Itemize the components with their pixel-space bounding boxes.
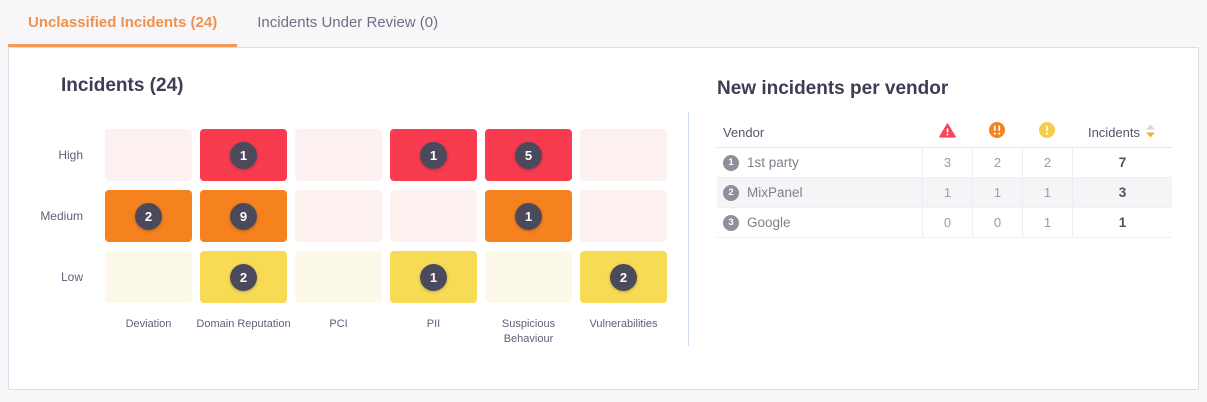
critical-count: 3 (922, 148, 972, 177)
incident-count-badge: 2 (135, 202, 162, 230)
incident-count-badge: 9 (230, 202, 257, 230)
sort-arrows-icon (1145, 124, 1156, 141)
incident-count-badge: 1 (230, 141, 257, 169)
heatmap-column-label: PII (426, 318, 441, 330)
high-count: 1 (972, 178, 1022, 207)
rank-badge: 1 (723, 154, 739, 171)
heatmap-column-label: Vulnerabilities (589, 318, 658, 330)
heatmap-row-label: High (58, 148, 83, 162)
incidents-sort-header[interactable]: Incidents (1072, 118, 1172, 147)
vendor-table-header: Vendor (717, 118, 1172, 148)
high-column-header (972, 118, 1022, 147)
heatmap-cell[interactable]: 2 (580, 251, 667, 303)
heatmap-cell (390, 190, 477, 242)
rank-badge: 3 (723, 214, 739, 231)
high-count: 2 (972, 148, 1022, 177)
vendor-cell: 2 MixPanel (717, 178, 922, 207)
heatmap-row-label: Medium (40, 209, 83, 223)
heatmap-row-label: Low (60, 270, 83, 284)
incident-count-badge: 1 (515, 202, 542, 230)
tab-unclassified-incidents[interactable]: Unclassified Incidents (24) (8, 0, 238, 47)
incident-count-badge: 1 (420, 263, 447, 291)
vendor-column-header: Vendor (723, 125, 765, 140)
double-exclamation-circle-icon (989, 122, 1005, 143)
incidents-panel: Incidents (24) High 1 1 5 Medium 2 9 1 Low 2 1 2 Dev… (9, 48, 688, 389)
heatmap-cell (105, 129, 192, 181)
rank-badge: 2 (723, 184, 739, 201)
incidents-total: 3 (1072, 178, 1172, 207)
heatmap-cell[interactable]: 9 (200, 190, 287, 242)
heatmap-cell[interactable]: 1 (200, 129, 287, 181)
incidents-column-label: Incidents (1087, 125, 1141, 140)
incident-count-badge: 2 (610, 263, 637, 291)
heatmap-column-label: Suspicious Behaviour (501, 318, 556, 346)
heatmap-cell (580, 190, 667, 242)
heatmap-column-label: Domain Reputation (196, 318, 291, 330)
panel-divider (688, 112, 689, 346)
vendor-name: MixPanel (747, 185, 803, 200)
vendor-cell: 3 Google (717, 208, 922, 237)
heatmap-column-label: Deviation (125, 318, 172, 330)
critical-column-header (922, 118, 972, 147)
heatmap-cell (485, 251, 572, 303)
vendor-title: New incidents per vendor (717, 78, 949, 99)
incident-count-badge: 5 (515, 141, 542, 169)
heatmap-cell (295, 251, 382, 303)
incident-count-badge: 2 (230, 263, 257, 291)
tab-bar: Unclassified Incidents (24) Incidents Un… (0, 0, 1207, 47)
critical-count: 0 (922, 208, 972, 237)
dashboard-card: Incidents (24) High 1 1 5 Medium 2 9 1 Low 2 1 2 Dev… (8, 47, 1199, 390)
incidents-total: 1 (1072, 208, 1172, 237)
vendor-table-body: 1 1st party 3 2 2 7 2 MixPanel 1 1 1 3 3… (717, 148, 1172, 238)
heatmap-cell[interactable]: 1 (485, 190, 572, 242)
vendor-row[interactable]: 3 Google 0 0 1 1 (717, 208, 1172, 238)
vendor-name: Google (747, 215, 791, 230)
tab-incidents-under-review[interactable]: Incidents Under Review (0) (257, 13, 439, 31)
medium-count: 1 (1022, 178, 1072, 207)
vendor-panel: New incidents per vendor Vendor (689, 48, 1198, 389)
medium-column-header (1022, 118, 1072, 147)
heatmap-cell[interactable]: 1 (390, 251, 477, 303)
heatmap-cell (105, 251, 192, 303)
medium-count: 1 (1022, 208, 1072, 237)
vendor-name: 1st party (747, 155, 799, 170)
vendor-table: Vendor (717, 118, 1172, 238)
vendor-row[interactable]: 2 MixPanel 1 1 1 3 (717, 178, 1172, 208)
heatmap-cell[interactable]: 2 (200, 251, 287, 303)
heatmap-cell (295, 190, 382, 242)
vendor-cell: 1 1st party (717, 148, 922, 177)
incidents-total: 7 (1072, 148, 1172, 177)
critical-count: 1 (922, 178, 972, 207)
exclamation-circle-icon (1039, 122, 1055, 143)
vendor-row[interactable]: 1 1st party 3 2 2 7 (717, 148, 1172, 178)
incidents-heatmap: High 1 1 5 Medium 2 9 1 Low 2 1 2 Deviation Domain Re… (31, 129, 688, 348)
medium-count: 2 (1022, 148, 1072, 177)
incidents-title: Incidents (24) (61, 75, 184, 96)
heatmap-cell (580, 129, 667, 181)
heatmap-cell[interactable]: 1 (390, 129, 477, 181)
heatmap-cell[interactable]: 5 (485, 129, 572, 181)
heatmap-axis-corner (31, 312, 97, 348)
critical-triangle-icon (938, 122, 956, 143)
heatmap-cell (295, 129, 382, 181)
high-count: 0 (972, 208, 1022, 237)
heatmap-column-label: PCI (329, 318, 348, 330)
heatmap-cell[interactable]: 2 (105, 190, 192, 242)
incident-count-badge: 1 (420, 141, 447, 169)
